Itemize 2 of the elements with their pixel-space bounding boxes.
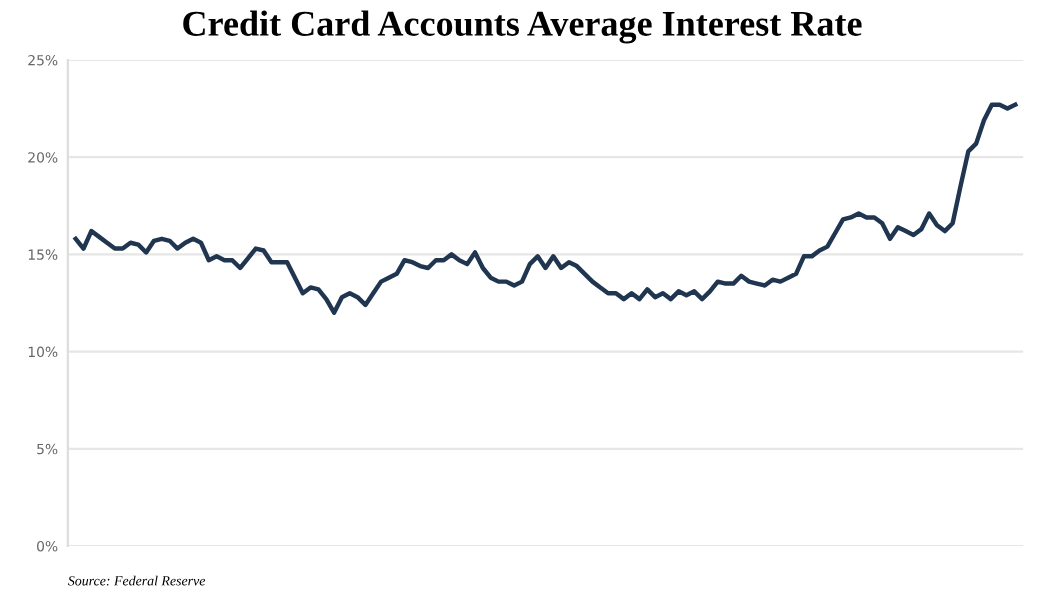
line-series [73, 102, 1018, 315]
chart-title: Credit Card Accounts Average Interest Rate [183, 10, 862, 44]
